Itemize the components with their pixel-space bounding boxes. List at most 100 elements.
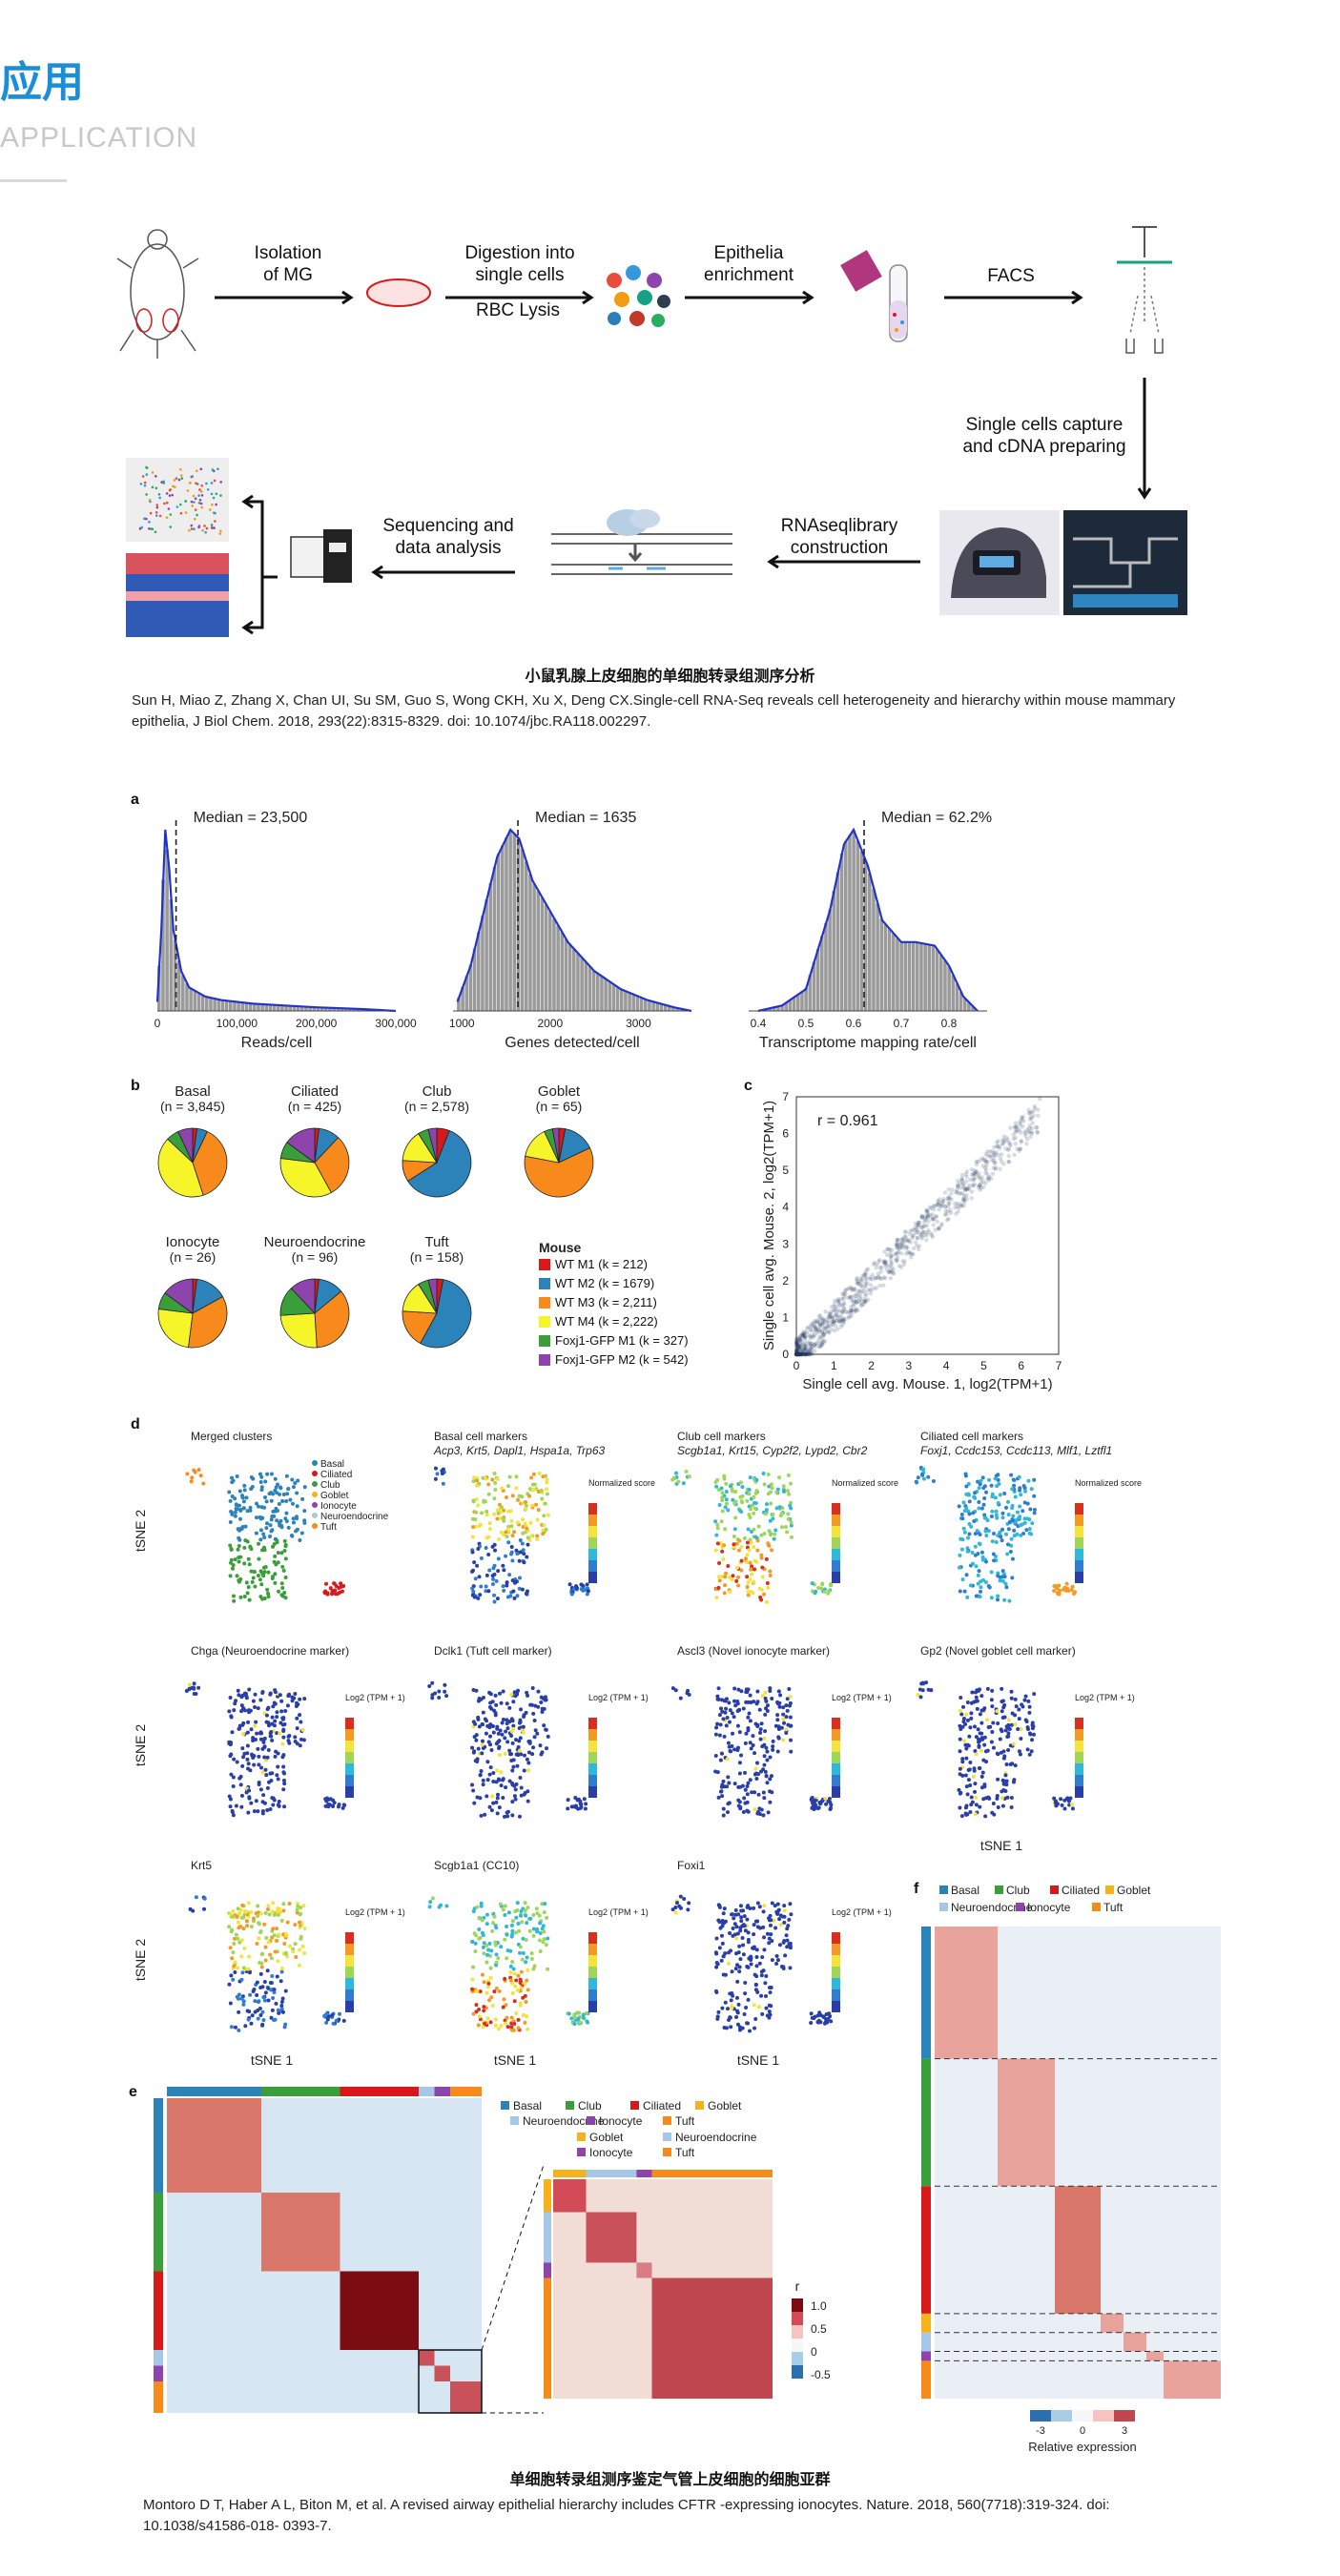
tsne-point	[762, 1736, 767, 1741]
thumb-point	[193, 501, 196, 504]
scatter-point	[896, 1255, 900, 1260]
scatter-point	[959, 1203, 963, 1208]
tsne-point	[672, 1476, 677, 1481]
scatter-point	[846, 1286, 852, 1291]
tsne-point	[775, 1700, 780, 1704]
tsne-point	[232, 1598, 237, 1603]
tsne-point	[1000, 1729, 1004, 1734]
histogram-bar	[955, 983, 959, 1011]
tsne-point	[734, 1963, 739, 1968]
tsne-point	[269, 1729, 274, 1734]
colorbar-segment	[832, 1955, 840, 1967]
histogram-bar	[907, 941, 912, 1011]
tsne-point	[739, 1915, 744, 1920]
tsne-point	[990, 1509, 995, 1514]
tsne-point	[258, 1986, 263, 1990]
tsne-point	[322, 1590, 327, 1595]
tsne-point	[247, 1954, 252, 1959]
thumb-point	[190, 524, 194, 527]
tsne-point	[242, 1708, 247, 1713]
tsne-point	[714, 1596, 719, 1600]
tsne-point	[284, 1473, 289, 1478]
tsne-point	[281, 1568, 286, 1573]
tsne-point	[752, 1945, 756, 1949]
arrow-icon	[445, 290, 594, 305]
tsne-point	[297, 1963, 301, 1968]
tsne-point	[520, 1587, 525, 1592]
tsne-subtitle: Acp3, Krt5, Dapl1, Hspa1a, Trp63	[433, 1444, 606, 1457]
scatter-point	[902, 1234, 908, 1239]
scatter-point	[995, 1144, 1000, 1149]
scatter-point	[1013, 1129, 1019, 1135]
tsne-point	[990, 1492, 995, 1496]
scatter-point	[802, 1346, 808, 1350]
scatter-point	[937, 1200, 941, 1205]
tsne-point	[1029, 1487, 1034, 1492]
tsne-point	[529, 1534, 534, 1538]
tsne-point	[771, 1739, 775, 1743]
tsne-point	[518, 1950, 523, 1955]
tsne-point	[1030, 1721, 1035, 1725]
tsne-point	[230, 1512, 235, 1516]
tsne-point	[278, 1731, 282, 1736]
tsne-point	[481, 1722, 485, 1727]
tsne-point	[997, 1482, 1001, 1487]
tsne-point	[228, 1797, 233, 1802]
tsne-point	[251, 1736, 256, 1741]
tsne-title: Foxi1	[677, 1859, 706, 1872]
tsne-point	[976, 1552, 980, 1556]
tsne-point	[262, 1979, 267, 1984]
colorbar-segment	[832, 2001, 840, 2012]
tsne-point	[499, 1505, 504, 1510]
tsne-point	[257, 1921, 261, 1926]
histogram-bar	[193, 990, 197, 1011]
tsne-point	[1006, 1527, 1011, 1532]
tsne-point	[752, 1923, 756, 1927]
colorbar-segment	[345, 1718, 354, 1729]
scatter-point	[956, 1178, 960, 1184]
tsne-point	[475, 1905, 480, 1909]
tsne-point	[540, 1709, 545, 1714]
tsne-point	[581, 2012, 586, 2017]
tsne-point	[509, 1729, 514, 1734]
tsne-point	[234, 1803, 238, 1808]
tsne-point	[509, 2015, 514, 2020]
histogram-bar	[963, 998, 967, 1011]
library-icon	[551, 509, 732, 575]
thumb-point	[210, 482, 214, 484]
tsne-point	[275, 1710, 279, 1715]
scatter-point	[801, 1350, 806, 1355]
tsne-point	[1069, 1587, 1074, 1592]
pie-count: (n = 425)	[288, 1099, 341, 1114]
colorbar-segment	[345, 1932, 354, 1944]
tsne-point	[755, 1689, 760, 1694]
scatter-point	[808, 1347, 814, 1351]
scatter-point	[892, 1271, 897, 1276]
tsne-point	[717, 1733, 722, 1738]
histogram-bar	[260, 1003, 264, 1011]
sequencer-icon	[290, 529, 352, 583]
histogram-bar	[768, 1008, 773, 1011]
tsne-point	[522, 1560, 526, 1565]
legend-swatch	[630, 2101, 639, 2110]
step-digestion: Digestion into single cells	[464, 243, 575, 285]
scatter-point	[940, 1199, 946, 1205]
tsne-point	[994, 1539, 999, 1544]
tsne-point	[785, 1489, 790, 1494]
thumb-point	[204, 530, 207, 534]
tsne-point	[525, 1526, 529, 1531]
thumb-point	[200, 484, 203, 487]
tsne-point	[931, 1479, 936, 1484]
tsne-point	[744, 2006, 749, 2010]
tsne-point	[263, 1958, 268, 1963]
tsne-point	[959, 1547, 964, 1552]
legend-label: WT M3 (k = 2,211)	[555, 1295, 657, 1309]
histogram-bar	[588, 966, 592, 1011]
tsne-point	[441, 1481, 445, 1486]
tsne-point	[515, 1763, 520, 1768]
tsne-point	[583, 1806, 588, 1811]
tsne-point	[750, 1572, 754, 1577]
scatter-point	[821, 1339, 826, 1344]
tsne-point	[443, 1682, 447, 1687]
scatter-point	[794, 1351, 800, 1357]
